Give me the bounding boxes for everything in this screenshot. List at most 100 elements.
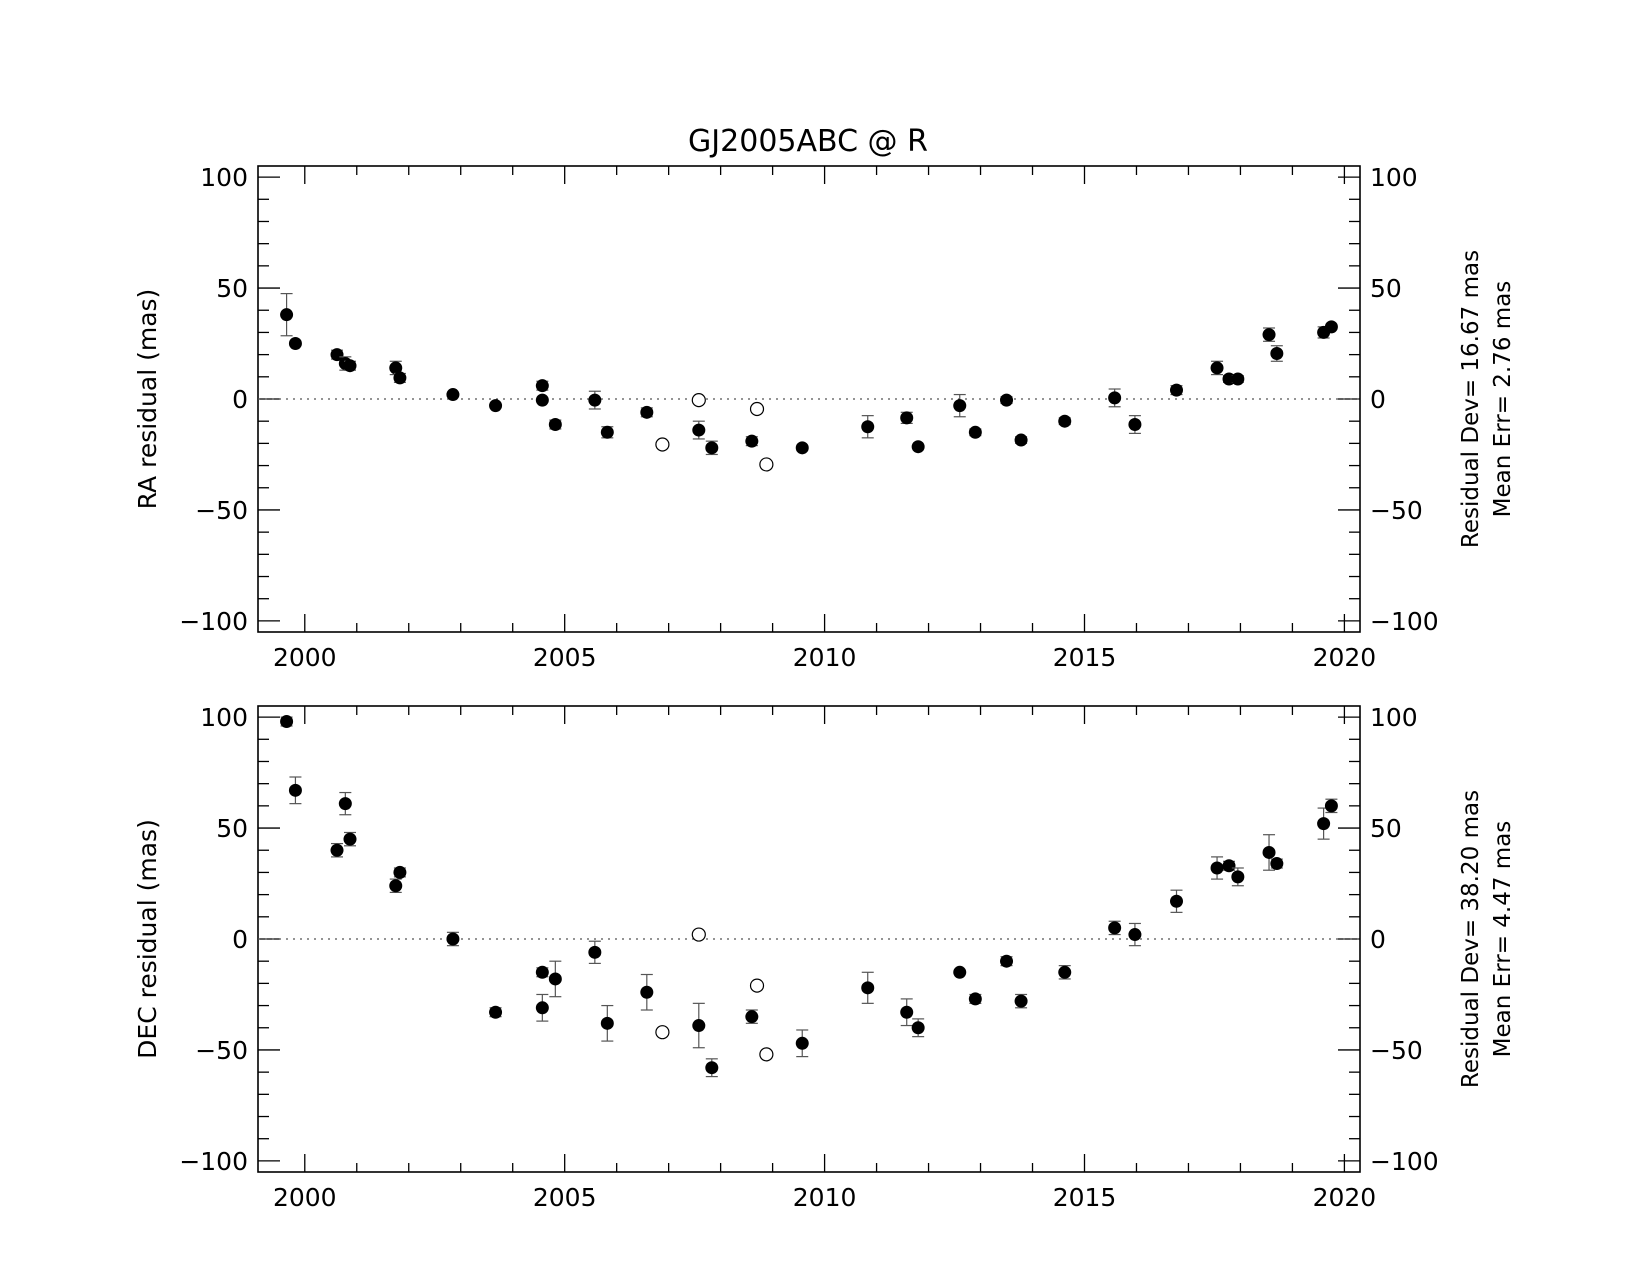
data-point bbox=[900, 1005, 914, 1019]
data-point bbox=[393, 371, 407, 385]
data-point-open bbox=[655, 437, 670, 452]
data-point bbox=[1000, 393, 1014, 407]
data-point bbox=[1000, 954, 1014, 968]
data-point bbox=[692, 423, 706, 437]
data-point bbox=[535, 965, 549, 979]
data-point bbox=[692, 1019, 706, 1033]
data-point bbox=[1014, 994, 1028, 1008]
y-tick-label-right: −100 bbox=[1370, 1147, 1439, 1176]
data-point-open bbox=[691, 927, 706, 942]
data-point bbox=[343, 832, 357, 846]
data-point bbox=[393, 865, 407, 879]
data-point bbox=[911, 440, 925, 454]
data-point bbox=[588, 945, 602, 959]
y-tick-label-left: 0 bbox=[232, 925, 248, 954]
x-tick-label: 2015 bbox=[1053, 643, 1117, 672]
data-point bbox=[1128, 418, 1142, 432]
y-tick-label-left: 0 bbox=[232, 385, 248, 414]
y-tick-label-right: 0 bbox=[1370, 925, 1386, 954]
y-tick-label-right: 50 bbox=[1370, 274, 1402, 303]
data-point bbox=[1231, 870, 1245, 884]
data-point bbox=[1058, 414, 1072, 428]
data-point bbox=[968, 425, 982, 439]
data-point bbox=[1210, 861, 1224, 875]
data-point bbox=[745, 1010, 759, 1024]
y-tick-label-left: 100 bbox=[200, 703, 248, 732]
data-point-open bbox=[655, 1025, 670, 1040]
data-point-open bbox=[759, 457, 774, 472]
data-point bbox=[911, 1021, 925, 1035]
data-point bbox=[535, 1001, 549, 1015]
data-point bbox=[548, 418, 562, 432]
data-point bbox=[953, 399, 967, 413]
y-tick-label-right: 100 bbox=[1370, 163, 1418, 192]
data-point bbox=[705, 441, 719, 455]
x-tick-label: 2005 bbox=[533, 643, 597, 672]
data-point bbox=[446, 388, 460, 402]
y-tick-label-left: −50 bbox=[195, 1036, 248, 1065]
data-point bbox=[1262, 845, 1276, 859]
data-point bbox=[1317, 817, 1331, 831]
data-point bbox=[600, 1016, 614, 1030]
data-point bbox=[1170, 894, 1184, 908]
x-tick-label: 2015 bbox=[1053, 1183, 1117, 1212]
x-tick-label: 2020 bbox=[1313, 643, 1377, 672]
data-point bbox=[280, 715, 294, 729]
data-point bbox=[1222, 859, 1236, 873]
data-point bbox=[1108, 391, 1122, 405]
y-axis-label: RA residual (mas) bbox=[133, 289, 162, 510]
data-point bbox=[330, 348, 344, 362]
data-point bbox=[535, 393, 549, 407]
data-point bbox=[1170, 383, 1184, 397]
data-point bbox=[861, 981, 875, 995]
data-point bbox=[640, 405, 654, 419]
data-point bbox=[389, 879, 403, 893]
y-tick-label-left: −50 bbox=[195, 496, 248, 525]
data-point bbox=[489, 1005, 503, 1019]
x-tick-label: 2010 bbox=[793, 1183, 857, 1212]
data-point bbox=[1014, 433, 1028, 447]
y-tick-label-right: −50 bbox=[1370, 1036, 1423, 1065]
data-point bbox=[1210, 361, 1224, 375]
y-tick-label-right: 0 bbox=[1370, 385, 1386, 414]
data-point bbox=[446, 932, 460, 946]
y-tick-label-left: 100 bbox=[200, 163, 248, 192]
data-point bbox=[795, 441, 809, 455]
data-point-open bbox=[749, 401, 765, 417]
data-point bbox=[330, 843, 344, 857]
data-point bbox=[900, 411, 914, 425]
y-tick-label-left: −100 bbox=[179, 607, 248, 636]
data-point-open bbox=[691, 393, 706, 408]
plot-frame bbox=[257, 165, 1361, 633]
data-point bbox=[705, 1061, 719, 1075]
data-point bbox=[795, 1036, 809, 1050]
x-tick-label: 2000 bbox=[273, 643, 337, 672]
ra-residual-panel: 2000 2005 2010 2015 2020 −100 −100 −50 −50 0 0 50 50… bbox=[133, 163, 1516, 672]
x-tick-label: 2020 bbox=[1313, 1183, 1377, 1212]
data-point bbox=[535, 379, 549, 393]
residual-dev-label: Residual Dev= 16.67 mas bbox=[1458, 250, 1484, 548]
data-point bbox=[953, 965, 967, 979]
data-point bbox=[288, 337, 302, 351]
data-point bbox=[640, 985, 654, 999]
data-point bbox=[1108, 921, 1122, 935]
data-point bbox=[343, 359, 357, 373]
figure-title: GJ2005ABC @ R bbox=[688, 124, 928, 159]
data-point bbox=[861, 420, 875, 434]
data-point bbox=[280, 308, 294, 322]
data-point bbox=[489, 399, 503, 413]
dec-residual-panel: 2000 2005 2010 2015 2020 −100 −100 −50 −50 0 0 50 50… bbox=[133, 703, 1516, 1212]
x-tick-label: 2000 bbox=[273, 1183, 337, 1212]
y-tick-label-left: 50 bbox=[216, 814, 248, 843]
data-point bbox=[968, 992, 982, 1006]
y-tick-label-right: 50 bbox=[1370, 814, 1402, 843]
data-point bbox=[1231, 372, 1245, 386]
data-point bbox=[1270, 857, 1284, 871]
data-point bbox=[745, 434, 759, 448]
data-point bbox=[548, 972, 562, 986]
data-point bbox=[1058, 965, 1072, 979]
y-tick-label-left: 50 bbox=[216, 274, 248, 303]
y-tick-label-right: −100 bbox=[1370, 607, 1439, 636]
data-point-open bbox=[749, 978, 765, 993]
